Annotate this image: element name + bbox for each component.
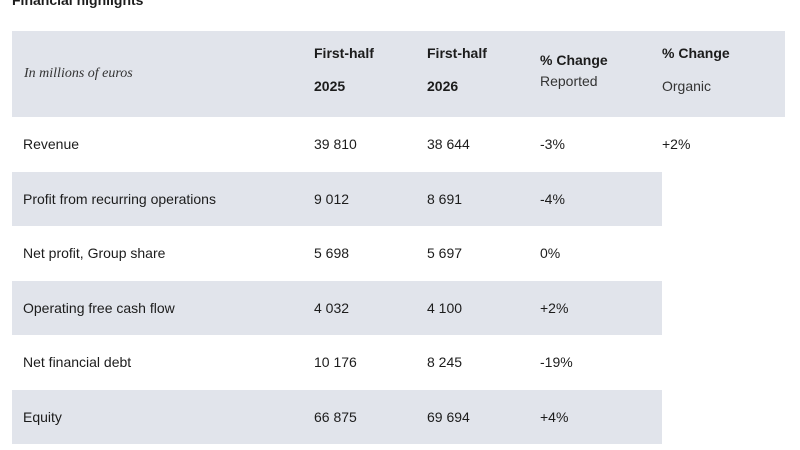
unit-label: In millions of euros — [24, 66, 133, 81]
column-header-line2: 2025 — [314, 78, 346, 94]
financial-highlights-table: In millions of euros First-half 2025 Fir… — [12, 31, 785, 444]
table-header-row: In millions of euros First-half 2025 Fir… — [12, 31, 785, 117]
row-label: Operating free cash flow — [12, 280, 314, 335]
cell-h1-2025: 5 698 — [314, 226, 427, 281]
cell-change-reported: 0% — [540, 226, 662, 281]
row-label: Net profit, Group share — [12, 226, 314, 281]
cell-change-reported: -4% — [540, 171, 662, 226]
cell-change-reported: +2% — [540, 280, 662, 335]
table-row-operating-fcf: Operating free cash flow 4 032 4 100 +2% — [12, 280, 785, 336]
cell-change-reported: -19% — [540, 335, 662, 390]
cell-h1-2026: 8 691 — [427, 171, 540, 226]
column-header-line2: Reported — [540, 73, 598, 89]
column-header-change-organic: % Change Organic — [662, 31, 785, 117]
cell-h1-2025: 4 032 — [314, 280, 427, 335]
cell-h1-2026: 38 644 — [427, 117, 540, 172]
cell-h1-2025: 10 176 — [314, 335, 427, 390]
column-header-line2: 2026 — [427, 78, 459, 94]
table-row-profit-recurring: Profit from recurring operations 9 012 8… — [12, 171, 785, 227]
column-header-h1-2026: First-half 2026 — [427, 31, 540, 117]
section-title: Financial highlights — [12, 0, 144, 8]
cell-change-organic: +2% — [662, 117, 785, 172]
cell-h1-2026: 69 694 — [427, 389, 540, 444]
column-header-line1: % Change — [540, 52, 608, 68]
column-header-change-reported: % Change Reported — [540, 31, 662, 117]
cell-change-organic — [662, 281, 785, 336]
cell-change-reported: -3% — [540, 117, 662, 172]
cell-h1-2025: 39 810 — [314, 117, 427, 172]
cell-h1-2026: 5 697 — [427, 226, 540, 281]
cell-change-organic — [662, 390, 785, 445]
column-header-line1: First-half — [314, 45, 374, 61]
cell-change-organic — [662, 172, 785, 227]
cell-h1-2025: 66 875 — [314, 389, 427, 444]
cell-change-reported: +4% — [540, 389, 662, 444]
row-label: Net financial debt — [12, 335, 314, 390]
column-header-line1: % Change — [662, 45, 730, 61]
table-row-net-financial-debt: Net financial debt 10 176 8 245 -19% — [12, 335, 785, 390]
cell-h1-2026: 4 100 — [427, 280, 540, 335]
row-label: Profit from recurring operations — [12, 171, 314, 226]
column-header-line2: Organic — [662, 78, 712, 94]
cell-h1-2025: 9 012 — [314, 171, 427, 226]
table-row-equity: Equity 66 875 69 694 +4% — [12, 389, 785, 445]
column-header-h1-2025: First-half 2025 — [314, 31, 427, 117]
row-label: Equity — [12, 389, 314, 444]
row-label: Revenue — [12, 117, 314, 172]
column-header-line1: First-half — [427, 45, 487, 61]
cell-h1-2026: 8 245 — [427, 335, 540, 390]
table-row-net-profit: Net profit, Group share 5 698 5 697 0% — [12, 226, 785, 281]
table-row-revenue: Revenue 39 810 38 644 -3% +2% — [12, 117, 785, 172]
cell-change-organic — [662, 226, 785, 281]
cell-change-organic — [662, 335, 785, 390]
